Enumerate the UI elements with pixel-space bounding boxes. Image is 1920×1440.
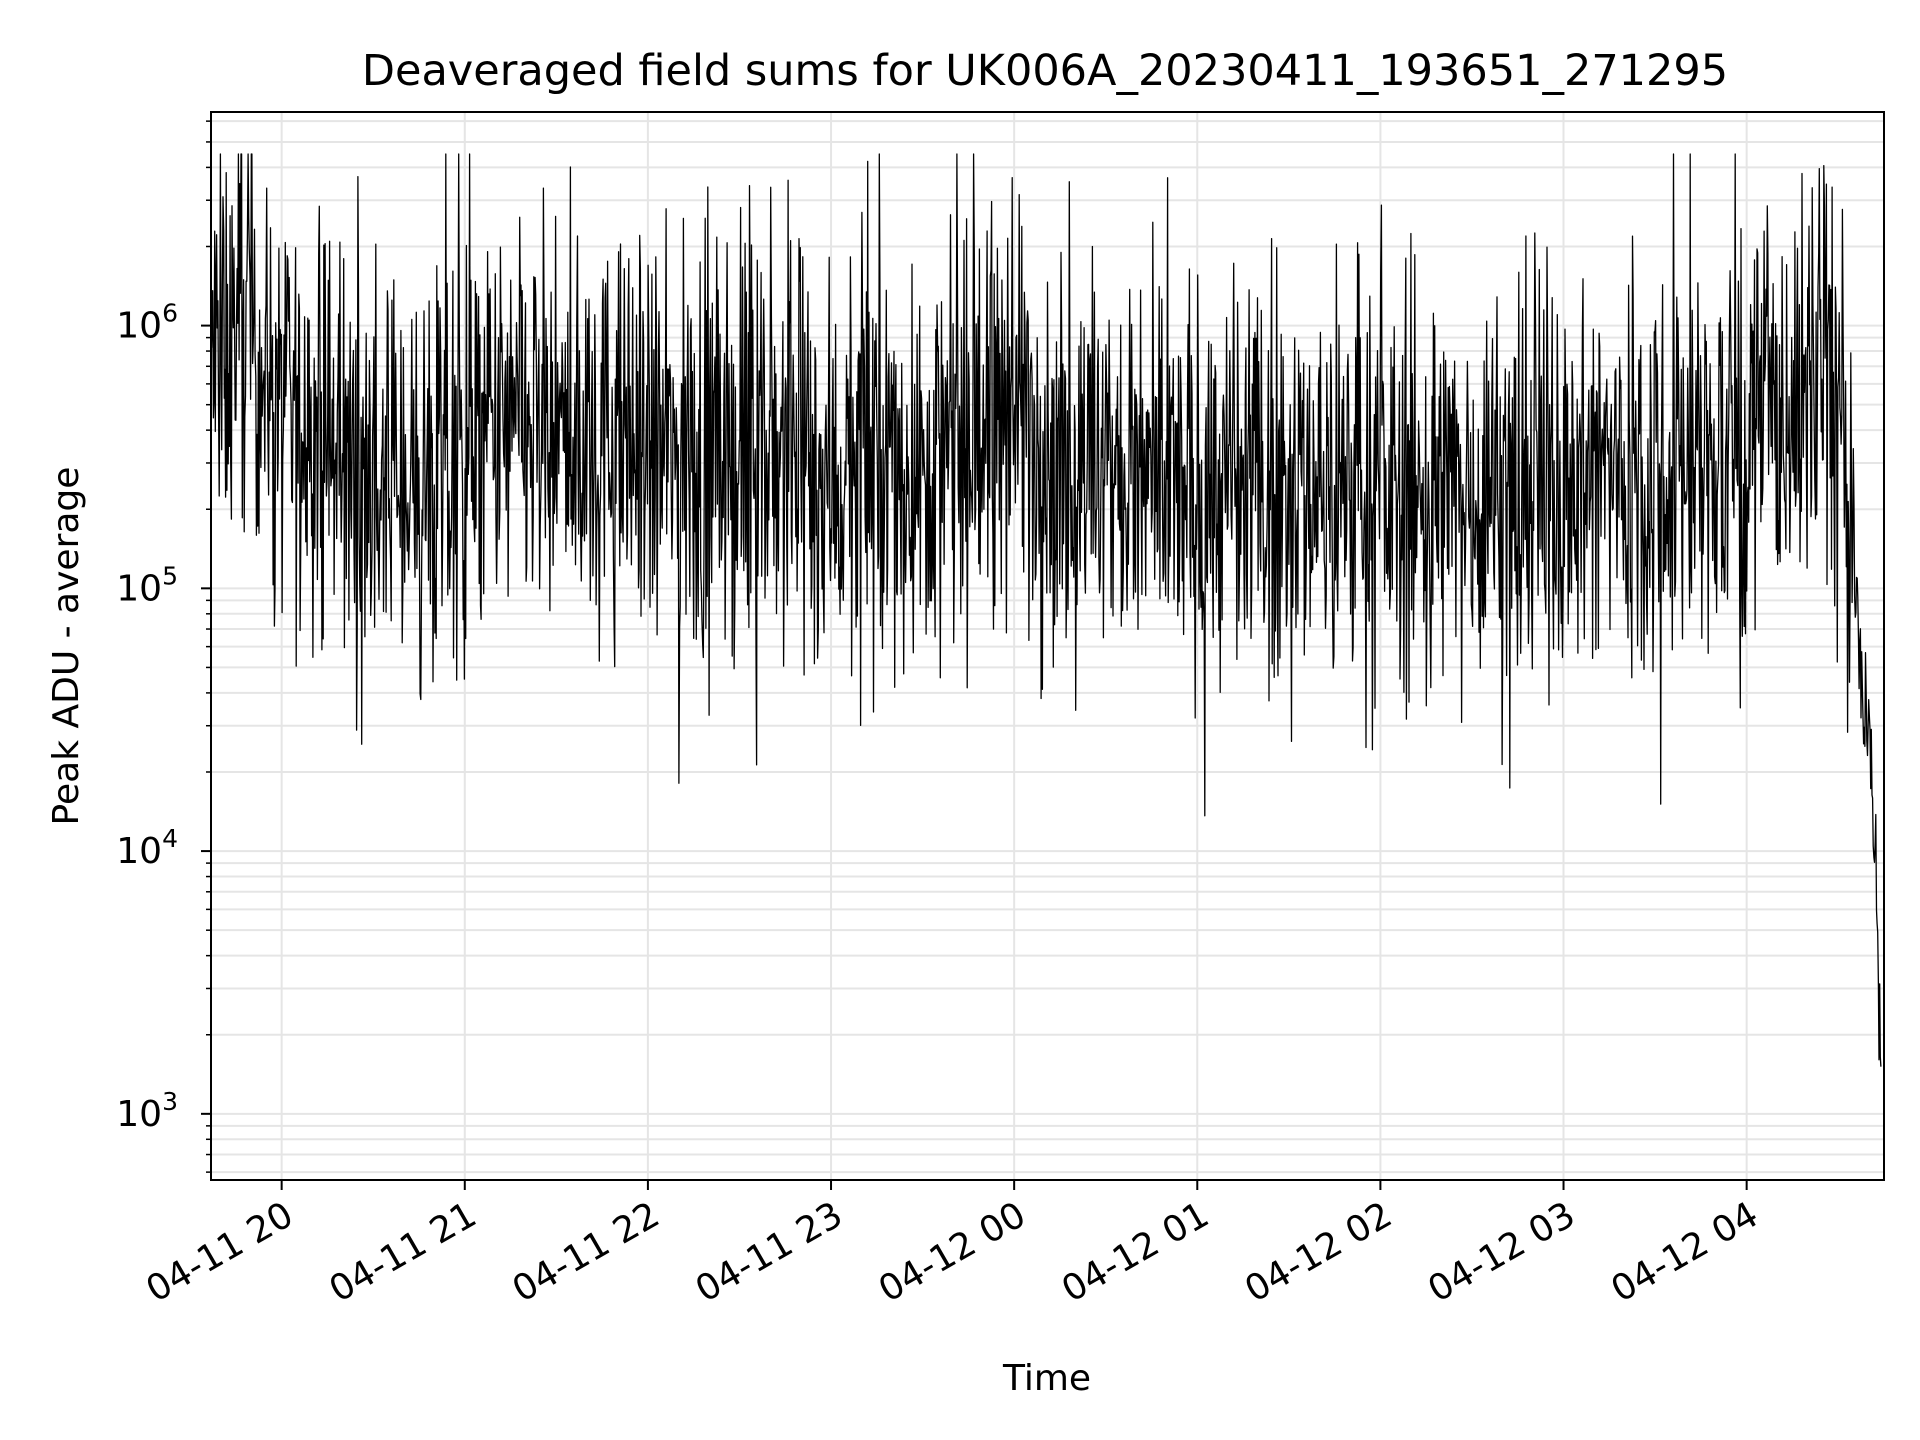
- x-axis-label: Time: [1002, 1358, 1091, 1399]
- series-line: [210, 153, 1882, 1067]
- grid: [211, 112, 1884, 1180]
- chart-title: Deaveraged field sums for UK006A_2023041…: [362, 46, 1728, 96]
- y-tick-label: 104: [116, 824, 178, 872]
- y-tick-label: 105: [116, 561, 178, 609]
- y-tick-label: 106: [116, 299, 178, 347]
- y-axis-label: Peak ADU - average: [46, 467, 87, 826]
- series-group: [210, 153, 1882, 1067]
- y-tick-label: 103: [116, 1087, 178, 1135]
